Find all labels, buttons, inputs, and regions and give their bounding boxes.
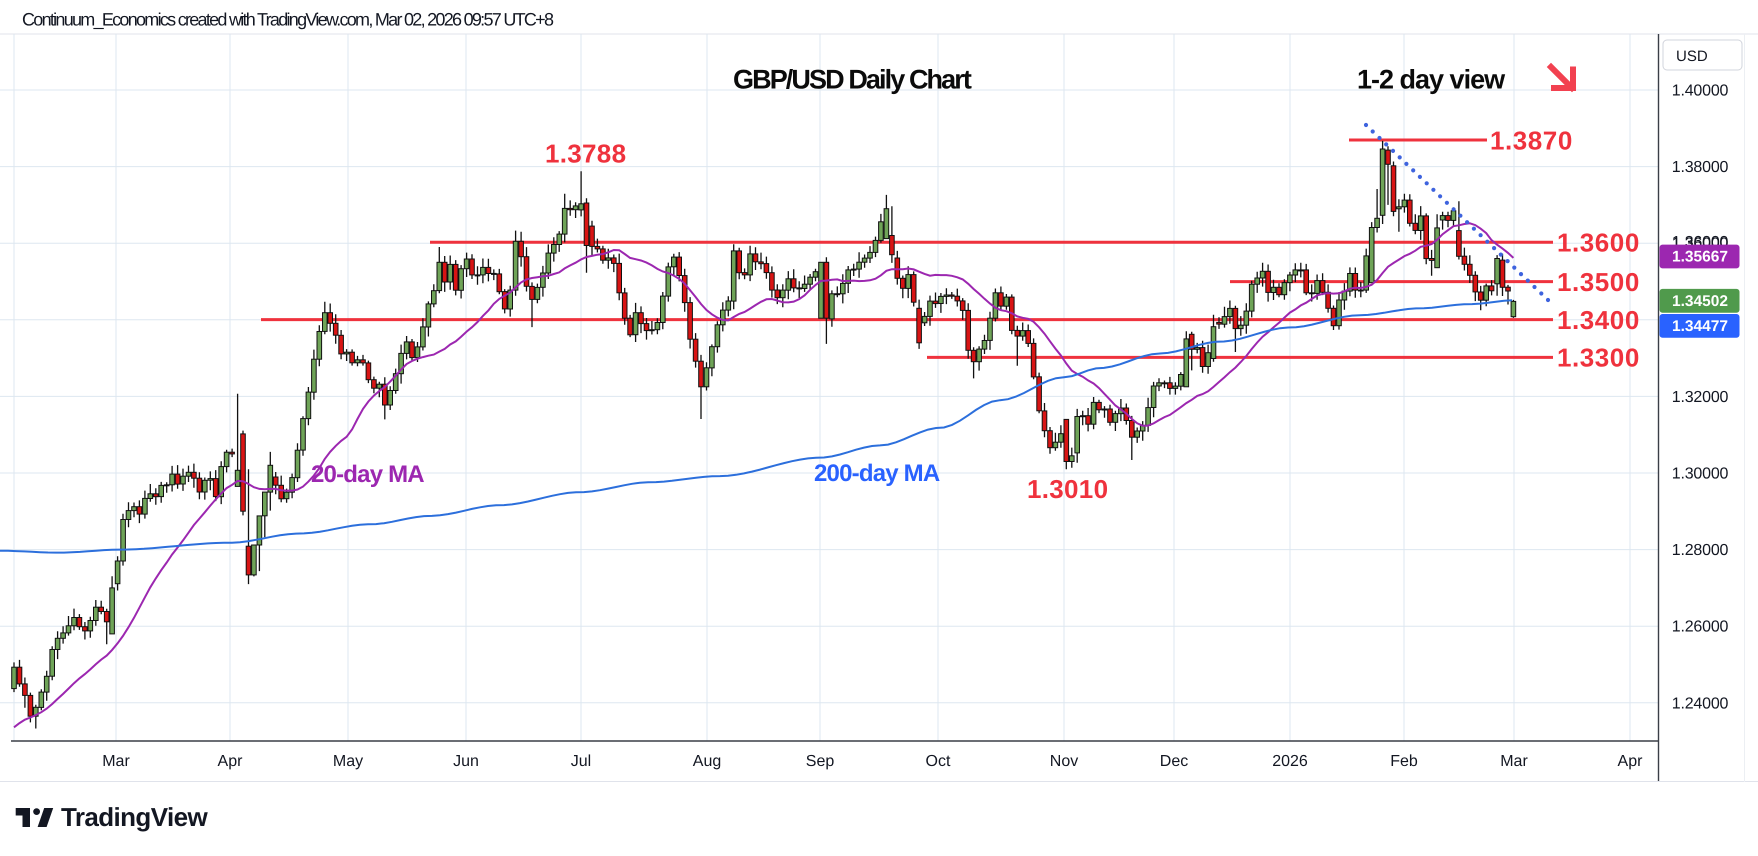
svg-text:GBP/USD Daily Chart: GBP/USD Daily Chart [733,65,972,95]
svg-text:1.24000: 1.24000 [1672,695,1729,712]
svg-text:20-day MA: 20-day MA [311,461,424,488]
svg-text:Aug: Aug [693,753,721,770]
svg-text:1.34502: 1.34502 [1672,293,1728,310]
svg-text:1.30000: 1.30000 [1672,466,1729,483]
svg-text:1.40000: 1.40000 [1672,83,1729,100]
svg-text:1.35667: 1.35667 [1672,249,1728,266]
svg-text:Feb: Feb [1390,753,1418,770]
svg-text:Continuum_Economics created wi: Continuum_Economics created with Trading… [22,10,554,30]
svg-text:Mar: Mar [1500,753,1528,770]
svg-text:May: May [333,753,363,770]
svg-text:Jul: Jul [571,753,591,770]
svg-text:TradingView: TradingView [61,802,208,832]
svg-text:200-day MA: 200-day MA [814,460,940,487]
svg-text:1.3500: 1.3500 [1557,267,1640,297]
svg-text:1.3300: 1.3300 [1557,343,1640,373]
svg-text:1.38000: 1.38000 [1672,159,1729,176]
svg-text:Apr: Apr [218,753,244,770]
svg-text:Oct: Oct [926,753,951,770]
svg-text:1.3400: 1.3400 [1557,305,1640,335]
svg-text:1.3788: 1.3788 [545,139,626,169]
svg-text:1.3010: 1.3010 [1027,474,1108,504]
svg-text:1.3600: 1.3600 [1557,228,1640,258]
svg-text:USD: USD [1676,48,1708,65]
svg-text:Jun: Jun [453,753,479,770]
svg-text:Nov: Nov [1050,753,1078,770]
svg-text:1.32000: 1.32000 [1672,389,1729,406]
svg-text:Apr: Apr [1618,753,1644,770]
svg-text:1.26000: 1.26000 [1672,619,1729,636]
svg-text:Sep: Sep [806,753,835,770]
svg-text:1.3870: 1.3870 [1490,125,1573,155]
svg-text:1-2 day view: 1-2 day view [1357,65,1506,95]
svg-text:Mar: Mar [102,753,130,770]
svg-text:Dec: Dec [1160,753,1188,770]
svg-text:1.28000: 1.28000 [1672,542,1729,559]
svg-text:1.34477: 1.34477 [1672,318,1728,335]
svg-text:2026: 2026 [1272,753,1308,770]
